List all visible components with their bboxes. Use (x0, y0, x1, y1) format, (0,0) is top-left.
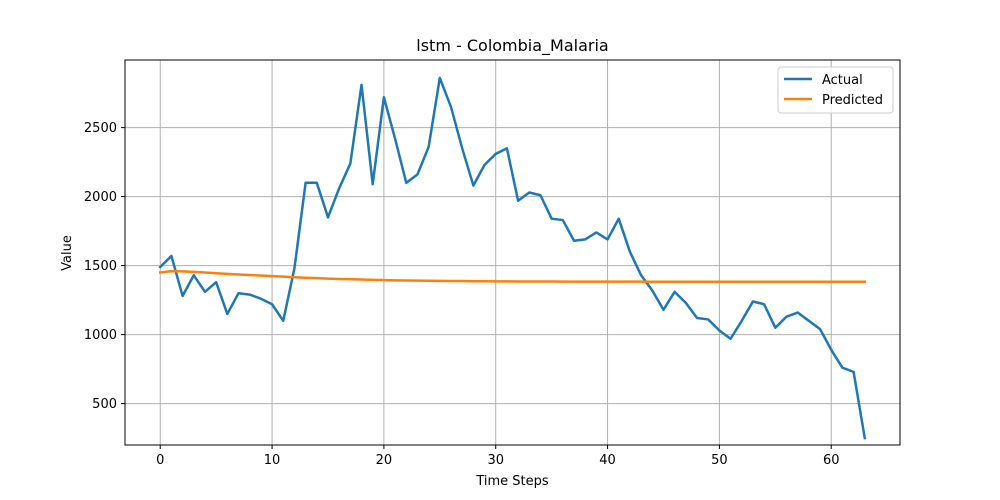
x-tick-label: 10 (264, 453, 281, 468)
y-tick-label: 2000 (84, 190, 117, 205)
legend-label-actual: Actual (822, 73, 863, 88)
series-lines (158, 76, 867, 440)
grid (125, 60, 900, 445)
y-tick-label: 1000 (84, 328, 117, 343)
y-tick-label: 500 (92, 397, 117, 412)
y-tick-label: 2500 (84, 121, 117, 136)
series-line-predicted (158, 269, 867, 283)
x-tick-label: 60 (823, 453, 840, 468)
legend-label-predicted: Predicted (822, 93, 883, 108)
x-tick-label: 20 (376, 453, 393, 468)
plot-area-frame (124, 59, 901, 446)
series-actual (158, 76, 867, 440)
x-tick-label: 0 (156, 453, 164, 468)
x-tick-label: 30 (487, 453, 504, 468)
chart-title: lstm - Colombia_Malaria (416, 36, 608, 56)
y-axis-label: Value (60, 235, 75, 271)
y-tick-label: 1500 (84, 259, 117, 274)
x-tick-label: 50 (711, 453, 728, 468)
x-axis-label: Time Steps (475, 474, 549, 489)
legend: Actual Predicted (777, 66, 894, 114)
series-line-actual (158, 76, 867, 440)
series-predicted (158, 269, 867, 283)
x-tick-label: 40 (599, 453, 616, 468)
axis-ticks: 0 10 20 30 40 50 60 500 1000 1500 2000 2500 (84, 121, 840, 468)
